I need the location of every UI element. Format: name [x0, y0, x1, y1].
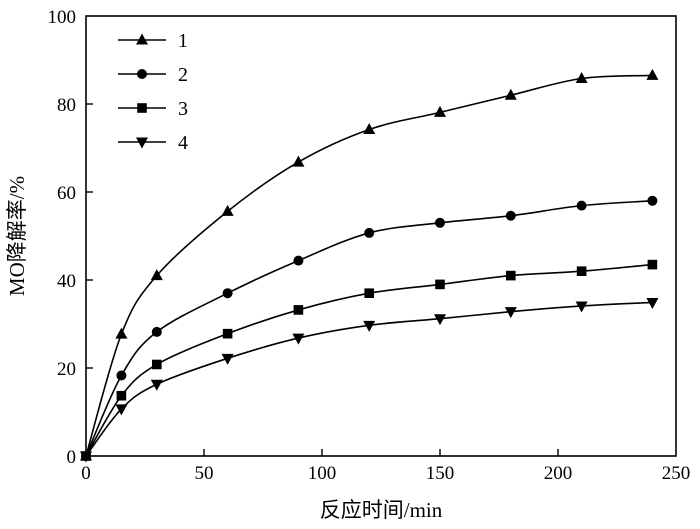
data-point — [646, 68, 659, 80]
data-point — [434, 314, 446, 326]
x-tick-label: 50 — [195, 463, 214, 484]
legend-label: 3 — [178, 98, 188, 120]
data-point — [150, 269, 163, 281]
x-axis-title: 反应时间/min — [320, 498, 443, 522]
x-tick-label: 250 — [662, 463, 691, 484]
legend-item-2: 2 — [118, 64, 188, 86]
data-point — [434, 105, 446, 117]
data-point — [363, 123, 376, 135]
plot-frame — [85, 15, 677, 457]
data-point — [116, 370, 127, 381]
y-tick-label: 0 — [67, 447, 77, 468]
data-point — [575, 71, 588, 83]
x-tick-label: 200 — [544, 463, 573, 484]
data-point — [576, 200, 587, 211]
data-point — [292, 155, 305, 167]
legend-marker — [136, 33, 148, 45]
legend: 1 2 3 4 — [118, 30, 188, 154]
data-point — [151, 326, 162, 337]
y-tick-label: 80 — [57, 95, 76, 116]
y-tick-label: 60 — [57, 183, 76, 204]
data-point — [292, 333, 305, 345]
axes — [85, 15, 677, 457]
y-tick-label: 40 — [57, 271, 76, 292]
data-point — [80, 451, 92, 463]
y-tick-label: 100 — [48, 7, 77, 28]
legend-item-3: 3 — [118, 98, 188, 120]
series-1 — [80, 68, 659, 461]
data-point — [505, 210, 516, 221]
data-point — [150, 379, 163, 391]
legend-label: 2 — [178, 64, 188, 86]
x-tick-label: 100 — [308, 463, 337, 484]
legend-marker — [137, 69, 147, 79]
data-point — [363, 320, 376, 332]
x-tick-label: 0 — [81, 463, 91, 484]
series-layer — [80, 68, 659, 463]
series-line — [85, 301, 653, 457]
data-point — [222, 328, 233, 339]
data-point — [221, 353, 234, 365]
data-point — [647, 259, 658, 270]
legend-item-4: 4 — [118, 132, 188, 154]
data-point — [435, 279, 445, 290]
legend-item-1: 1 — [118, 30, 188, 52]
data-point — [221, 204, 234, 216]
data-point — [435, 217, 445, 228]
series-line — [85, 74, 653, 457]
series-line — [85, 263, 653, 457]
data-point — [364, 288, 374, 298]
data-point — [364, 227, 375, 238]
data-point — [646, 297, 659, 309]
data-point — [647, 195, 658, 206]
legend-label: 1 — [178, 30, 188, 52]
data-point — [222, 288, 233, 299]
legend-label: 4 — [178, 132, 188, 154]
x-tick-label: 150 — [426, 463, 455, 484]
y-axis-title: MO降解率/% — [5, 176, 29, 296]
legend-marker — [136, 137, 148, 149]
data-point — [506, 270, 516, 281]
legend-marker — [137, 103, 147, 113]
series-3 — [81, 259, 658, 461]
ticks: 0 50 100 150 200 250 0 20 40 60 80 100 — [48, 7, 691, 484]
series-line — [85, 200, 653, 457]
data-point — [575, 301, 588, 313]
data-point — [504, 88, 517, 100]
data-point — [576, 266, 587, 276]
data-point — [293, 255, 304, 266]
data-point — [115, 404, 128, 416]
data-point — [115, 327, 128, 339]
data-point — [152, 359, 162, 370]
data-point — [293, 305, 304, 315]
series-4 — [80, 297, 659, 463]
data-point — [116, 390, 127, 401]
data-point — [504, 307, 517, 319]
y-tick-label: 20 — [57, 359, 76, 380]
